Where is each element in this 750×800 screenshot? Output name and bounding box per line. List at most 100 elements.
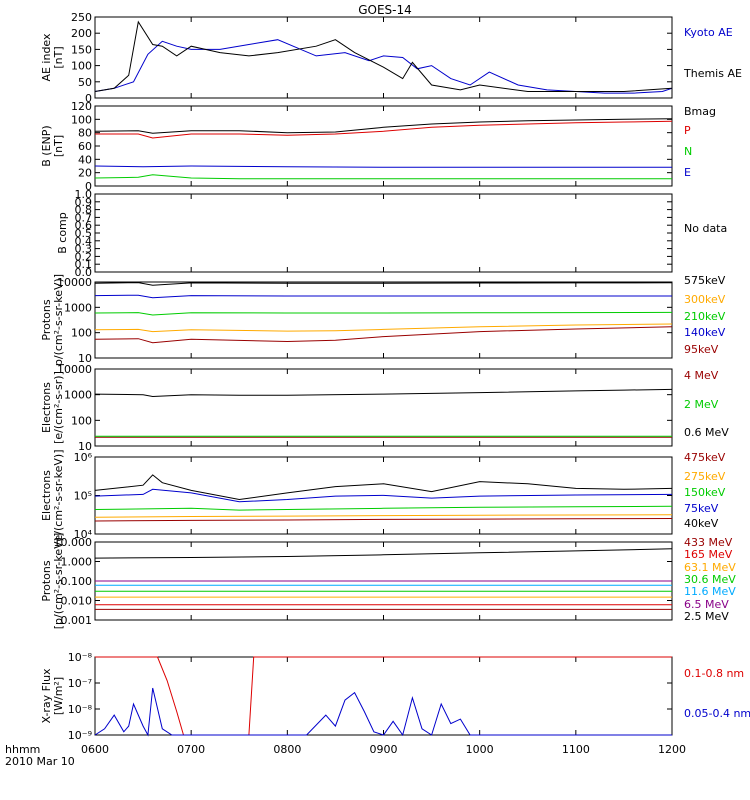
time-tick-label: 1000 — [466, 743, 494, 756]
panel-electrons_kev: 10⁴ 10⁵ 10⁶ Electrons e/(cm²-s-sr-keV)] 475ke… — [40, 450, 726, 542]
legend-entry: 210keV — [684, 310, 726, 323]
ylabel: AE index — [40, 33, 53, 82]
ytick-label: 10⁻⁷ — [68, 677, 92, 690]
ytick-label: 0.5 — [75, 227, 93, 240]
series-line-275kev — [94, 514, 673, 518]
panel-protons_kev: 10 100 1000 10000 Protons p/(cm²-s-sr-keV)] 57… — [40, 274, 726, 366]
ytick-label: 50 — [78, 76, 92, 89]
ytick-label: 1000 — [64, 301, 92, 314]
ylabel: Protons — [40, 560, 53, 601]
ytick-label: 10000 — [57, 363, 92, 376]
legend-entry: 0.6 MeV — [684, 426, 729, 439]
series-line-p — [95, 120, 673, 139]
panel-frame — [94, 193, 673, 273]
legend-entry: 6.5 MeV — [684, 598, 729, 611]
legend-entry: 75keV — [684, 502, 719, 515]
ytick-label: 10⁻⁸ — [68, 651, 93, 664]
ylabel: [e/(cm²-s-sr)] — [52, 371, 65, 444]
panel-xray: 10⁻⁹ 10⁻⁸ 10⁻⁷ 10⁻⁸ X-ray Flux [W/m²] 0.1-0.8 … — [40, 651, 750, 742]
ylabel: e/(cm²-s-sr-keV)] — [52, 450, 65, 542]
ytick-label: 200 — [71, 27, 92, 40]
legend-entry: 300keV — [684, 293, 726, 306]
series-line-0-1-0-8-nm — [95, 656, 672, 736]
legend-entry: Kyoto AE — [684, 26, 733, 39]
ytick-label: 1000 — [64, 389, 92, 402]
time-tick-label: 0600 — [81, 743, 109, 756]
time-tick-label: 0800 — [273, 743, 301, 756]
ytick-label: 100 — [71, 60, 92, 73]
ytick-label: 0 — [85, 92, 92, 105]
legend-entry: Themis AE — [683, 67, 742, 80]
ylabel: [nT] — [52, 135, 65, 157]
series-line-e — [94, 165, 672, 168]
series-line-475kev — [94, 518, 673, 522]
ytick-label: 1.000 — [61, 556, 93, 569]
legend-entry: 165 MeV — [684, 548, 733, 561]
ytick-label: 10 — [78, 440, 92, 453]
ytick-label: 10 — [78, 352, 92, 365]
panel-frame — [94, 16, 673, 99]
series-line-kyoto-ae — [94, 39, 673, 94]
panel-frame — [94, 368, 673, 447]
time-tick-label: 0700 — [177, 743, 205, 756]
ytick-label: 20 — [78, 167, 92, 180]
series-line-140kev — [94, 294, 672, 299]
ylabel: B comp — [56, 212, 69, 254]
ytick-label: 80 — [78, 127, 92, 140]
ytick-label: 0.100 — [61, 575, 93, 588]
legend-entry: 433 MeV — [684, 536, 733, 549]
ytick-label: 0.3 — [75, 243, 93, 256]
ytick-label: 1.0 — [75, 188, 93, 201]
ylabel: X-ray Flux — [40, 668, 53, 724]
ylabel: Protons — [40, 299, 53, 340]
time-axis-label-top: hhmm — [5, 743, 40, 756]
ytick-label: 10.000 — [54, 536, 93, 549]
legend-entry: 275keV — [684, 470, 726, 483]
legend-entry: 0.1-0.8 nm — [684, 667, 744, 680]
series-line-150kev — [94, 505, 673, 511]
series-line-themis-ae — [94, 20, 673, 92]
panel-frame — [94, 281, 673, 359]
legend-entry: 11.6 MeV — [684, 585, 736, 598]
series-line-bmag — [94, 118, 673, 134]
legend-entry: 95keV — [684, 343, 719, 356]
legend-entry: E — [684, 166, 691, 179]
series-line-95kev — [94, 326, 673, 344]
series-line-2-5-mev — [94, 548, 673, 559]
ytick-label: 0.001 — [61, 614, 93, 627]
ytick-label: 10⁶ — [74, 451, 93, 464]
ylabel: [W/m²] — [52, 677, 65, 715]
legend-entry: 2.5 MeV — [684, 610, 729, 623]
legend-entry: 0.05-0.4 nm — [684, 707, 750, 720]
ytick-label: 0 — [85, 180, 92, 193]
ytick-label: 10000 — [57, 276, 92, 289]
series-line-0-05-0-4-nm — [94, 687, 672, 737]
ytick-label: 0.9 — [75, 196, 93, 209]
ytick-label: 10⁻⁸ — [68, 703, 93, 716]
legend-entry: Bmag — [684, 105, 716, 118]
panel-frame — [94, 656, 673, 736]
legend-entry: 475keV — [684, 451, 726, 464]
ytick-label: 0.4 — [75, 235, 93, 248]
series-line-75kev — [94, 488, 673, 503]
ytick-label: 10⁻⁹ — [68, 729, 92, 742]
legend-entry: 30.6 MeV — [684, 573, 736, 586]
panel-frame — [94, 105, 673, 187]
figure-title: GOES-14 — [358, 3, 412, 17]
ytick-label: 0.010 — [61, 595, 93, 608]
ytick-label: 100 — [71, 113, 92, 126]
ytick-label: 60 — [78, 140, 92, 153]
legend-entry: 150keV — [684, 486, 726, 499]
ytick-label: 40 — [78, 153, 92, 166]
ylabel: B (ENP) — [40, 125, 53, 166]
ytick-label: 0.8 — [75, 204, 93, 217]
time-tick-label: 0900 — [370, 743, 398, 756]
series-line-n — [94, 174, 672, 180]
ytick-label: 0.1 — [75, 258, 93, 271]
time-tick-label: 1100 — [562, 743, 590, 756]
time-axis: 0600 0700 0800 0900 1000 1100 1200 — [81, 743, 686, 756]
